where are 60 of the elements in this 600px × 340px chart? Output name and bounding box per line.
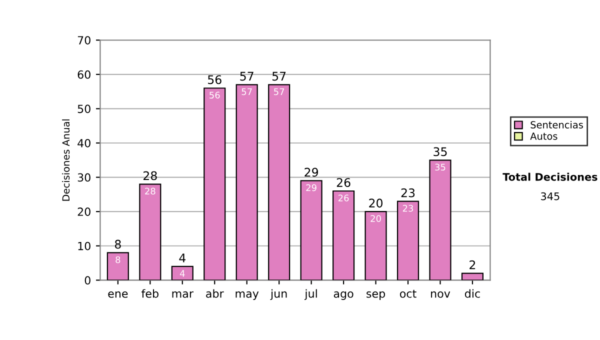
x-tick-label: ago [334, 291, 354, 300]
total-label: 29 [304, 168, 318, 177]
data-label: 29 [306, 184, 316, 192]
text: Total Decisiones [502, 172, 598, 181]
total-label: 35 [434, 147, 447, 156]
data-label: 20 [370, 215, 381, 222]
bar [106, 252, 129, 280]
x-tick-label: may [236, 291, 259, 300]
x-tick-label: jun [270, 289, 287, 300]
y-tick-label: 40 [78, 138, 90, 148]
total-label: 57 [240, 72, 254, 81]
bar [364, 211, 387, 280]
y-tick-label: 10 [78, 242, 90, 250]
x-tick-label: sep [366, 291, 386, 300]
data-label: 4 [180, 270, 185, 277]
x-tick-label: dic [464, 289, 480, 298]
data-label: 56 [210, 92, 220, 99]
y-tick-label: 50 [78, 104, 90, 114]
total-label: 4 [179, 254, 186, 262]
y-tick-label: 30 [78, 173, 90, 182]
legend-label: Autos [530, 132, 558, 140]
total-label: 20 [369, 198, 383, 208]
text: 345 [541, 192, 560, 200]
x-tick-label: mar [172, 291, 194, 298]
x-tick-label: ene [108, 291, 128, 298]
bar [300, 180, 322, 280]
bar [332, 190, 355, 280]
x-tick-label: abr [206, 289, 224, 298]
total-label: 56 [208, 75, 222, 84]
y-axis-title: Decisiones Anual [62, 119, 70, 201]
bar [204, 88, 226, 280]
data-label: 57 [242, 88, 252, 96]
data-label: 28 [145, 188, 156, 195]
x-tick-label: feb [142, 289, 158, 298]
y-tick-label: 0 [84, 276, 90, 285]
data-label: 8 [116, 256, 120, 264]
total-label: 8 [114, 240, 121, 249]
bar [461, 272, 484, 280]
bar [429, 160, 452, 280]
bar [396, 200, 420, 280]
y-tick-label: 20 [78, 208, 90, 216]
legend-label: Sentencias [530, 120, 583, 128]
total-label: 28 [144, 171, 157, 180]
bar [171, 266, 194, 280]
data-label: 57 [274, 88, 284, 96]
data-label: 23 [402, 204, 414, 212]
y-tick-label: 70 [78, 36, 90, 44]
total-label: 57 [272, 72, 286, 81]
bar [236, 84, 258, 280]
x-tick-label: oct [400, 290, 416, 298]
x-tick-label: jul [304, 289, 317, 300]
total-label: 2 [470, 260, 476, 270]
total-label: 26 [336, 178, 350, 187]
data-label: 35 [435, 164, 446, 171]
bar [139, 184, 162, 280]
total-label: 23 [401, 188, 415, 198]
bar [268, 84, 290, 280]
x-tick-label: nov [431, 291, 450, 298]
data-label: 26 [338, 194, 349, 202]
y-tick-label: 60 [78, 70, 90, 79]
